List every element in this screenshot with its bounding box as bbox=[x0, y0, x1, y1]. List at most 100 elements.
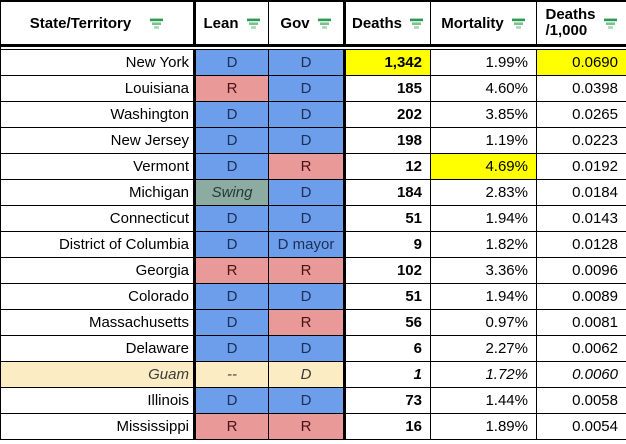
gov-cell[interactable]: D mayor bbox=[268, 231, 345, 258]
mortality-cell[interactable]: 1.44% bbox=[430, 387, 537, 414]
state-cell[interactable]: Louisiana bbox=[0, 75, 195, 102]
lean-cell[interactable]: D bbox=[193, 205, 269, 232]
header-gov[interactable]: Gov bbox=[268, 0, 345, 47]
lean-cell[interactable]: Swing bbox=[193, 179, 269, 206]
filter-icon[interactable] bbox=[603, 17, 618, 30]
rate-cell[interactable]: 0.0265 bbox=[536, 101, 626, 128]
filter-icon[interactable] bbox=[149, 17, 164, 30]
rate-cell[interactable]: 0.0062 bbox=[536, 335, 626, 362]
rate-cell[interactable]: 0.0690 bbox=[536, 49, 626, 76]
gov-cell[interactable]: D bbox=[268, 283, 345, 310]
deaths-cell[interactable]: 16 bbox=[343, 413, 431, 440]
state-cell[interactable]: Michigan bbox=[0, 179, 195, 206]
deaths-cell[interactable]: 6 bbox=[343, 335, 431, 362]
state-cell[interactable]: Mississippi bbox=[0, 413, 195, 440]
filter-icon[interactable] bbox=[317, 17, 332, 30]
rate-cell[interactable]: 0.0223 bbox=[536, 127, 626, 154]
mortality-cell[interactable]: 2.83% bbox=[430, 179, 537, 206]
gov-cell[interactable]: R bbox=[268, 153, 345, 180]
lean-cell[interactable]: D bbox=[193, 387, 269, 414]
filter-icon[interactable] bbox=[409, 17, 424, 30]
mortality-cell[interactable]: 4.60% bbox=[430, 75, 537, 102]
rate-cell[interactable]: 0.0081 bbox=[536, 309, 626, 336]
rate-cell[interactable]: 0.0398 bbox=[536, 75, 626, 102]
gov-cell[interactable]: D bbox=[268, 49, 345, 76]
lean-cell[interactable]: D bbox=[193, 309, 269, 336]
state-cell[interactable]: Massachusetts bbox=[0, 309, 195, 336]
mortality-cell[interactable]: 1.94% bbox=[430, 205, 537, 232]
lean-cell[interactable]: D bbox=[193, 283, 269, 310]
gov-cell[interactable]: D bbox=[268, 361, 345, 388]
deaths-cell[interactable]: 1,342 bbox=[343, 49, 431, 76]
mortality-cell[interactable]: 3.36% bbox=[430, 257, 537, 284]
lean-cell[interactable]: R bbox=[193, 257, 269, 284]
state-cell[interactable]: Colorado bbox=[0, 283, 195, 310]
mortality-cell[interactable]: 1.82% bbox=[430, 231, 537, 258]
rate-cell[interactable]: 0.0058 bbox=[536, 387, 626, 414]
gov-cell[interactable]: D bbox=[268, 127, 345, 154]
deaths-cell[interactable]: 9 bbox=[343, 231, 431, 258]
rate-cell[interactable]: 0.0143 bbox=[536, 205, 626, 232]
rate-cell[interactable]: 0.0184 bbox=[536, 179, 626, 206]
lean-cell[interactable]: R bbox=[193, 75, 269, 102]
deaths-cell[interactable]: 73 bbox=[343, 387, 431, 414]
mortality-cell[interactable]: 1.94% bbox=[430, 283, 537, 310]
state-cell[interactable]: Guam bbox=[0, 361, 195, 388]
deaths-cell[interactable]: 12 bbox=[343, 153, 431, 180]
rate-cell[interactable]: 0.0096 bbox=[536, 257, 626, 284]
header-state[interactable]: State/Territory bbox=[0, 0, 195, 47]
filter-icon[interactable] bbox=[246, 17, 261, 30]
state-cell[interactable]: Georgia bbox=[0, 257, 195, 284]
rate-cell[interactable]: 0.0060 bbox=[536, 361, 626, 388]
gov-cell[interactable]: D bbox=[268, 387, 345, 414]
gov-cell[interactable]: R bbox=[268, 257, 345, 284]
deaths-cell[interactable]: 1 bbox=[343, 361, 431, 388]
mortality-cell[interactable]: 3.85% bbox=[430, 101, 537, 128]
rate-cell[interactable]: 0.0192 bbox=[536, 153, 626, 180]
gov-cell[interactable]: R bbox=[268, 309, 345, 336]
lean-cell[interactable]: D bbox=[193, 335, 269, 362]
mortality-cell[interactable]: 1.99% bbox=[430, 49, 537, 76]
gov-cell[interactable]: D bbox=[268, 101, 345, 128]
mortality-cell[interactable]: 2.27% bbox=[430, 335, 537, 362]
state-cell[interactable]: Delaware bbox=[0, 335, 195, 362]
header-lean[interactable]: Lean bbox=[193, 0, 269, 47]
filter-icon[interactable] bbox=[511, 17, 526, 30]
gov-cell[interactable]: D bbox=[268, 335, 345, 362]
gov-cell[interactable]: D bbox=[268, 75, 345, 102]
lean-cell[interactable]: D bbox=[193, 153, 269, 180]
mortality-cell[interactable]: 1.19% bbox=[430, 127, 537, 154]
mortality-cell[interactable]: 0.97% bbox=[430, 309, 537, 336]
state-cell[interactable]: District of Columbia bbox=[0, 231, 195, 258]
lean-cell[interactable]: D bbox=[193, 127, 269, 154]
deaths-cell[interactable]: 185 bbox=[343, 75, 431, 102]
lean-cell[interactable]: D bbox=[193, 231, 269, 258]
state-cell[interactable]: New Jersey bbox=[0, 127, 195, 154]
state-cell[interactable]: Washington bbox=[0, 101, 195, 128]
state-cell[interactable]: Connecticut bbox=[0, 205, 195, 232]
rate-cell[interactable]: 0.0054 bbox=[536, 413, 626, 440]
deaths-cell[interactable]: 51 bbox=[343, 283, 431, 310]
lean-cell[interactable]: D bbox=[193, 101, 269, 128]
state-cell[interactable]: Illinois bbox=[0, 387, 195, 414]
deaths-cell[interactable]: 56 bbox=[343, 309, 431, 336]
deaths-cell[interactable]: 102 bbox=[343, 257, 431, 284]
deaths-cell[interactable]: 184 bbox=[343, 179, 431, 206]
rate-cell[interactable]: 0.0089 bbox=[536, 283, 626, 310]
state-cell[interactable]: Vermont bbox=[0, 153, 195, 180]
header-deaths-per-1000[interactable]: Deaths /1,000 bbox=[536, 0, 626, 47]
header-mortality[interactable]: Mortality bbox=[430, 0, 537, 47]
gov-cell[interactable]: D bbox=[268, 179, 345, 206]
rate-cell[interactable]: 0.0128 bbox=[536, 231, 626, 258]
lean-cell[interactable]: -- bbox=[193, 361, 269, 388]
state-cell[interactable]: New York bbox=[0, 49, 195, 76]
lean-cell[interactable]: R bbox=[193, 413, 269, 440]
mortality-cell[interactable]: 1.89% bbox=[430, 413, 537, 440]
gov-cell[interactable]: D bbox=[268, 205, 345, 232]
deaths-cell[interactable]: 202 bbox=[343, 101, 431, 128]
lean-cell[interactable]: D bbox=[193, 49, 269, 76]
deaths-cell[interactable]: 198 bbox=[343, 127, 431, 154]
mortality-cell[interactable]: 1.72% bbox=[430, 361, 537, 388]
mortality-cell[interactable]: 4.69% bbox=[430, 153, 537, 180]
deaths-cell[interactable]: 51 bbox=[343, 205, 431, 232]
